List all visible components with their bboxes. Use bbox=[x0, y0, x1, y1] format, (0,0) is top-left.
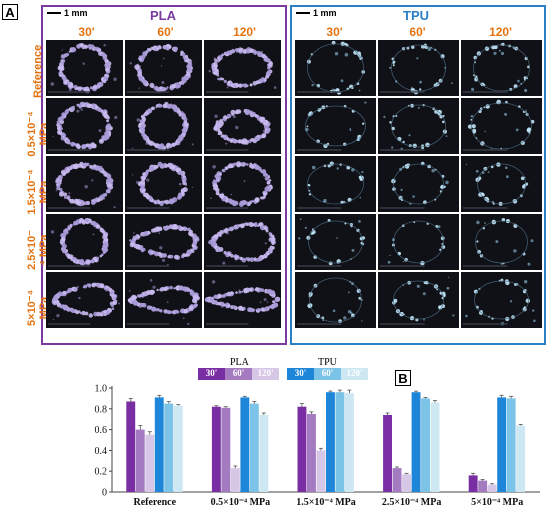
pla-micrograph-r3-c0 bbox=[46, 214, 123, 270]
bar-1-3 bbox=[240, 397, 250, 492]
bar-0-0 bbox=[126, 401, 136, 492]
bar-4-0 bbox=[468, 475, 478, 492]
tpu-time-60: 60' bbox=[409, 25, 426, 39]
bar-2-4 bbox=[335, 392, 345, 492]
bar-4-3 bbox=[497, 397, 507, 492]
pla-micrograph-r0-c2 bbox=[204, 40, 281, 96]
pla-time-120: 120' bbox=[233, 25, 256, 39]
legend-pla-label: PLA bbox=[230, 357, 249, 368]
pla-micrograph-r1-c2 bbox=[204, 98, 281, 154]
tpu-micrograph-r1-c2 bbox=[461, 98, 542, 154]
tpu-frame bbox=[290, 5, 546, 345]
y-tick-label: 1.0 bbox=[95, 384, 108, 395]
bar-3-4 bbox=[421, 398, 430, 492]
bar-1-1 bbox=[221, 407, 231, 492]
legend-tpu-120: 120' bbox=[341, 368, 368, 380]
tpu-micrograph-r1-c1 bbox=[378, 98, 459, 154]
y-tick-label: 0.8 bbox=[95, 404, 108, 415]
bar-2-5 bbox=[345, 393, 354, 492]
pla-micrograph-r1-c0 bbox=[46, 98, 123, 154]
pla-title: PLA bbox=[150, 8, 176, 23]
legend-tpu-label: TPU bbox=[318, 357, 337, 368]
bar-1-5 bbox=[259, 415, 269, 492]
tpu-micrograph-r2-c0 bbox=[295, 156, 376, 212]
tpu-micrograph-r0-c1 bbox=[378, 40, 459, 96]
tpu-scale-bar: 1 mm bbox=[296, 8, 337, 18]
panel-a-label: A bbox=[2, 4, 18, 20]
tpu-micrograph-r0-c0 bbox=[295, 40, 376, 96]
x-tick-label-0: Reference bbox=[134, 497, 177, 508]
tpu-micrograph-r4-c0 bbox=[295, 272, 376, 328]
bar-3-5 bbox=[430, 402, 440, 492]
bar-2-2 bbox=[316, 450, 326, 492]
bar-0-5 bbox=[173, 405, 183, 492]
pla-micrograph-r2-c2 bbox=[204, 156, 281, 212]
y-tick-label: 0 bbox=[102, 488, 107, 499]
tpu-micrograph-r2-c2 bbox=[461, 156, 542, 212]
pla-micrograph-r3-c1 bbox=[125, 214, 202, 270]
x-tick-label-2: 1.5×10⁻⁴ MPa bbox=[296, 497, 356, 508]
tpu-micrograph-r3-c2 bbox=[461, 214, 542, 270]
bar-0-4 bbox=[164, 403, 174, 492]
pla-micrograph-r4-c2 bbox=[204, 272, 281, 328]
tpu-micrograph-r1-c0 bbox=[295, 98, 376, 154]
bar-4-5 bbox=[516, 425, 526, 492]
bar-1-4 bbox=[249, 403, 259, 492]
pla-scale-bar: 1 mm bbox=[47, 8, 88, 18]
pla-micrograph-r2-c1 bbox=[125, 156, 202, 212]
bar-0-2 bbox=[145, 434, 155, 492]
bar-4-1 bbox=[478, 480, 488, 492]
tpu-micrograph-r2-c1 bbox=[378, 156, 459, 212]
legend-pla-120: 120' bbox=[252, 368, 279, 380]
pla-time-30: 30' bbox=[78, 25, 95, 39]
pla-frame bbox=[41, 5, 287, 345]
legend-tpu-60: 60' bbox=[314, 368, 341, 380]
bar-1-0 bbox=[211, 406, 221, 492]
bar-4-4 bbox=[506, 398, 516, 492]
tpu-time-120: 120' bbox=[489, 25, 512, 39]
x-tick-label-4: 5×10⁻⁴ MPa bbox=[471, 497, 523, 508]
pla-micrograph-r0-c0 bbox=[46, 40, 123, 96]
y-tick-label: 0.2 bbox=[95, 467, 108, 478]
tpu-time-30: 30' bbox=[326, 25, 343, 39]
x-tick-label-1: 0.5×10⁻⁴ MPa bbox=[211, 497, 271, 508]
tpu-micrograph-r0-c2 bbox=[461, 40, 542, 96]
pla-micrograph-r3-c2 bbox=[204, 214, 281, 270]
tpu-micrograph-r4-c2 bbox=[461, 272, 542, 328]
bar-0-3 bbox=[154, 397, 164, 492]
pla-micrograph-r4-c0 bbox=[46, 272, 123, 328]
pla-micrograph-r1-c1 bbox=[125, 98, 202, 154]
x-tick-label-3: 2.5×10⁻⁴ MPa bbox=[382, 497, 442, 508]
legend-pla-60: 60' bbox=[225, 368, 252, 380]
tpu-title: TPU bbox=[403, 8, 429, 23]
bar-4-2 bbox=[487, 484, 497, 492]
bar-2-0 bbox=[297, 406, 307, 492]
pla-time-60: 60' bbox=[157, 25, 174, 39]
bar-3-0 bbox=[383, 415, 392, 492]
bar-1-2 bbox=[230, 468, 240, 492]
y-tick-label: 0.6 bbox=[95, 425, 108, 436]
tpu-micrograph-r4-c1 bbox=[378, 272, 459, 328]
bar-2-3 bbox=[326, 392, 335, 492]
tpu-micrograph-r3-c1 bbox=[378, 214, 459, 270]
panel-b-label: B bbox=[395, 370, 411, 386]
pla-micrograph-r0-c1 bbox=[125, 40, 202, 96]
pla-micrograph-r4-c1 bbox=[125, 272, 202, 328]
bar-3-1 bbox=[392, 468, 402, 492]
bar-0-1 bbox=[135, 429, 145, 492]
bar-3-3 bbox=[411, 392, 421, 492]
micrograph-grid bbox=[46, 40, 542, 328]
y-tick-label: 0.4 bbox=[95, 446, 108, 457]
legend-tpu-30: 30' bbox=[287, 368, 314, 380]
pla-micrograph-r2-c0 bbox=[46, 156, 123, 212]
legend-pla-30: 30' bbox=[198, 368, 225, 380]
bar-2-1 bbox=[307, 414, 316, 492]
tpu-micrograph-r3-c0 bbox=[295, 214, 376, 270]
bar-3-2 bbox=[402, 474, 411, 492]
